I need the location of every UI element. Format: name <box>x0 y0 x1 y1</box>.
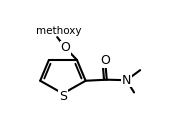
Text: O: O <box>100 54 110 67</box>
Text: O: O <box>60 41 70 54</box>
Text: methoxy: methoxy <box>36 26 81 36</box>
Text: S: S <box>59 90 67 103</box>
Text: N: N <box>122 74 131 87</box>
